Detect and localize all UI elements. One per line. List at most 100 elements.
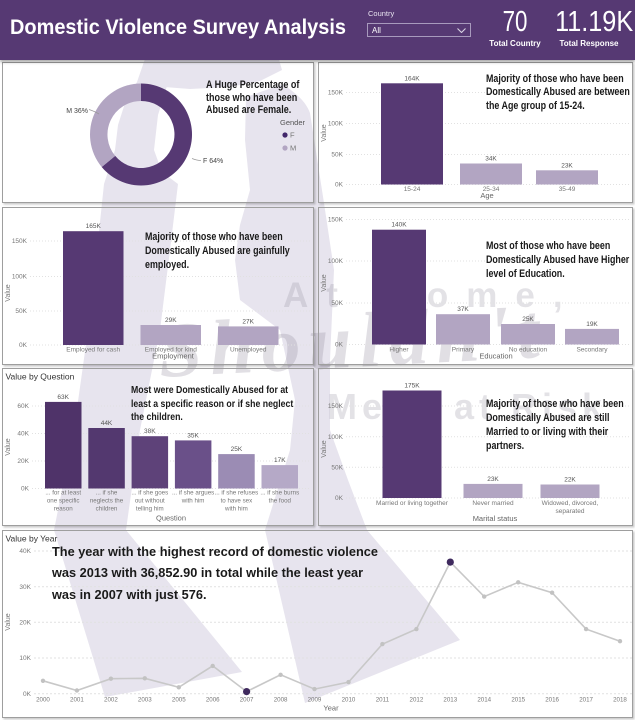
- svg-text:23K: 23K: [561, 162, 573, 169]
- svg-text:Education: Education: [479, 352, 512, 361]
- svg-text:... if she burns: ... if she burns: [260, 490, 299, 497]
- svg-text:Value: Value: [5, 613, 12, 630]
- svg-text:34K: 34K: [485, 156, 497, 163]
- svg-text:100K: 100K: [328, 434, 344, 441]
- svg-text:Secondary: Secondary: [576, 347, 608, 354]
- svg-text:Value: Value: [321, 440, 328, 457]
- svg-text:10K: 10K: [19, 655, 31, 662]
- svg-text:2013: 2013: [443, 697, 457, 704]
- svg-text:out without: out without: [135, 498, 165, 505]
- svg-text:Value: Value: [5, 438, 12, 455]
- svg-text:No education: No education: [509, 347, 548, 354]
- svg-text:100K: 100K: [12, 274, 28, 281]
- svg-text:Value: Value: [5, 284, 12, 301]
- svg-text:2002: 2002: [104, 697, 118, 704]
- svg-text:150K: 150K: [328, 217, 344, 224]
- svg-text:F 64%: F 64%: [203, 158, 223, 165]
- svg-text:175K: 175K: [404, 383, 420, 390]
- svg-text:19K: 19K: [586, 321, 598, 328]
- svg-text:22K: 22K: [564, 477, 576, 484]
- svg-text:with him: with him: [181, 498, 205, 505]
- svg-text:Value by Year: Value by Year: [6, 534, 58, 544]
- svg-text:40K: 40K: [19, 548, 31, 555]
- svg-text:2017: 2017: [579, 697, 593, 704]
- svg-text:30K: 30K: [19, 584, 31, 591]
- svg-text:Value: Value: [321, 124, 328, 141]
- svg-text:15-24: 15-24: [404, 186, 421, 193]
- svg-text:20K: 20K: [17, 458, 29, 465]
- svg-text:29K: 29K: [165, 317, 177, 324]
- svg-text:Married or living together: Married or living together: [376, 500, 449, 507]
- svg-text:2018: 2018: [613, 697, 627, 704]
- svg-text:2009: 2009: [308, 697, 322, 704]
- svg-text:35K: 35K: [187, 432, 199, 439]
- svg-text:0K: 0K: [23, 691, 32, 698]
- svg-text:50K: 50K: [331, 465, 343, 472]
- svg-text:2015: 2015: [511, 697, 525, 704]
- svg-text:38K: 38K: [144, 428, 156, 435]
- svg-text:40K: 40K: [17, 431, 29, 438]
- svg-text:with him: with him: [224, 506, 248, 513]
- svg-text:44K: 44K: [101, 420, 113, 427]
- svg-text:F: F: [290, 131, 295, 140]
- svg-text:... if she refuses: ... if she refuses: [215, 490, 259, 497]
- svg-text:Gender: Gender: [280, 118, 306, 127]
- svg-text:Higher: Higher: [389, 347, 409, 354]
- svg-text:neglects the: neglects the: [90, 498, 124, 505]
- svg-text:165K: 165K: [86, 223, 102, 230]
- svg-text:150K: 150K: [328, 90, 344, 97]
- svg-text:2011: 2011: [376, 697, 390, 704]
- svg-text:50K: 50K: [331, 300, 343, 307]
- svg-text:63K: 63K: [57, 394, 69, 401]
- svg-text:Year: Year: [323, 704, 339, 713]
- svg-text:Employed for cash: Employed for cash: [66, 347, 120, 354]
- svg-text:0K: 0K: [19, 342, 28, 349]
- svg-text:... for at least: ... for at least: [45, 490, 81, 497]
- svg-text:2006: 2006: [206, 697, 220, 704]
- svg-text:to have sex: to have sex: [221, 498, 254, 505]
- svg-text:Value by Question: Value by Question: [6, 372, 75, 382]
- svg-text:2014: 2014: [477, 697, 491, 704]
- svg-text:reason: reason: [54, 506, 73, 513]
- svg-text:0K: 0K: [21, 486, 30, 493]
- svg-text:2001: 2001: [70, 697, 84, 704]
- svg-text:2000: 2000: [36, 697, 50, 704]
- svg-text:150K: 150K: [12, 238, 28, 245]
- svg-text:separated: separated: [556, 508, 585, 515]
- svg-text:37K: 37K: [457, 306, 469, 313]
- svg-text:35-49: 35-49: [559, 186, 576, 193]
- svg-text:Age: Age: [480, 191, 493, 200]
- svg-text:100K: 100K: [328, 258, 344, 265]
- svg-text:Value: Value: [321, 274, 328, 291]
- svg-text:Employed for kind: Employed for kind: [145, 347, 197, 354]
- svg-text:Widowed, divorced,: Widowed, divorced,: [542, 500, 599, 507]
- svg-text:the food: the food: [269, 498, 292, 505]
- svg-text:2012: 2012: [410, 697, 424, 704]
- svg-text:M 36%: M 36%: [66, 108, 88, 115]
- svg-text:150K: 150K: [328, 403, 344, 410]
- svg-text:children: children: [96, 506, 118, 513]
- svg-text:17K: 17K: [274, 457, 286, 464]
- svg-text:164K: 164K: [404, 75, 420, 82]
- svg-text:2016: 2016: [545, 697, 559, 704]
- svg-text:27K: 27K: [242, 318, 254, 325]
- svg-text:... if she: ... if she: [96, 490, 118, 497]
- svg-text:100K: 100K: [328, 121, 344, 128]
- svg-text:2008: 2008: [274, 697, 288, 704]
- svg-text:2007: 2007: [240, 697, 254, 704]
- svg-text:... if she argues: ... if she argues: [172, 490, 214, 497]
- svg-text:20K: 20K: [19, 620, 31, 627]
- svg-text:0K: 0K: [335, 495, 344, 502]
- svg-text:50K: 50K: [15, 308, 27, 315]
- svg-text:M: M: [290, 144, 296, 153]
- svg-text:Unemployed: Unemployed: [230, 347, 267, 354]
- svg-text:Never married: Never married: [472, 500, 514, 507]
- svg-text:Employment: Employment: [152, 352, 195, 361]
- svg-text:23K: 23K: [487, 476, 499, 483]
- svg-text:0K: 0K: [335, 182, 344, 189]
- svg-text:140K: 140K: [391, 222, 407, 229]
- svg-text:50K: 50K: [331, 152, 343, 159]
- svg-text:2010: 2010: [342, 697, 356, 704]
- svg-text:0K: 0K: [335, 342, 344, 349]
- svg-text:25K: 25K: [522, 316, 534, 323]
